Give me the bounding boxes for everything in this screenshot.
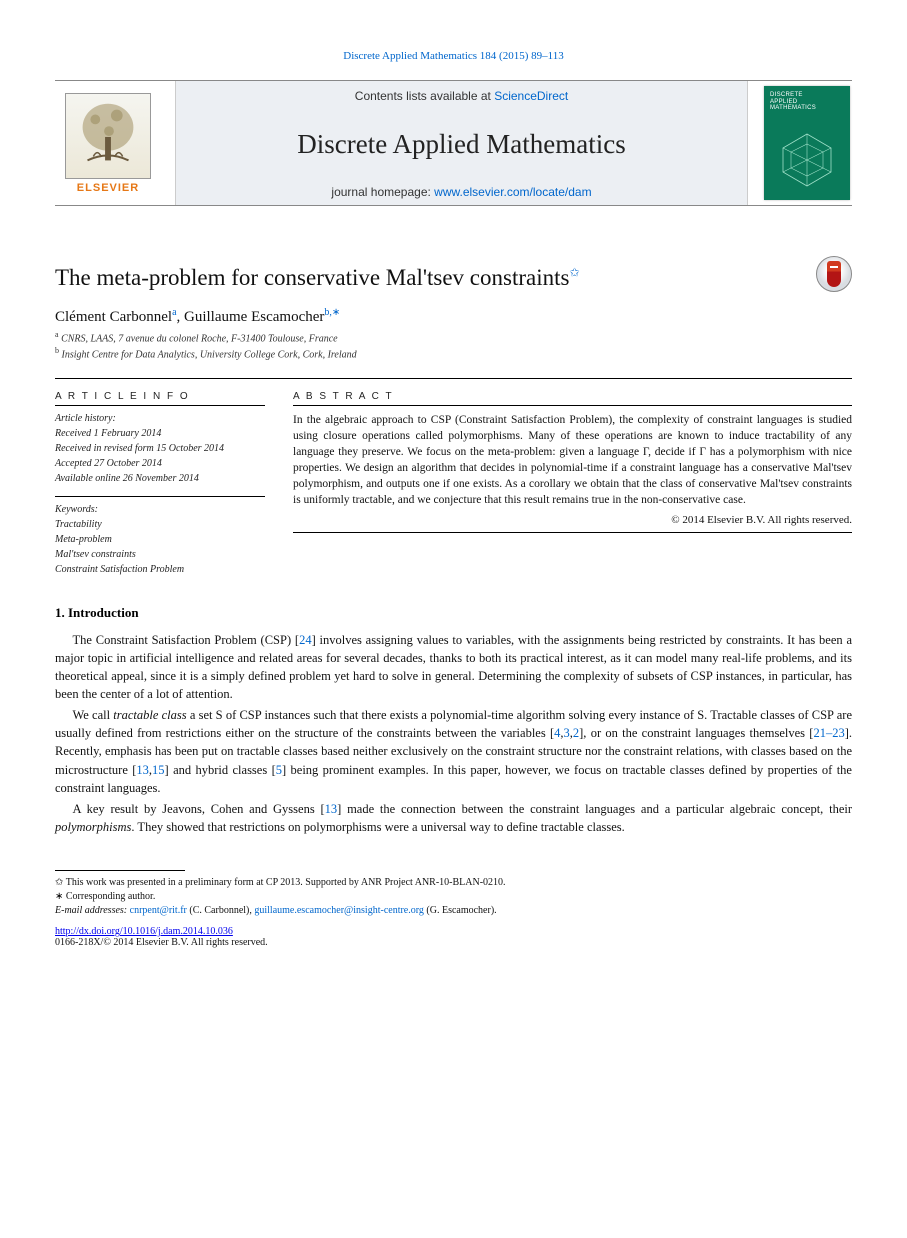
contents-prefix: Contents lists available at (355, 89, 494, 103)
keyword-4: Constraint Satisfaction Problem (55, 562, 265, 577)
keyword-2: Meta-problem (55, 532, 265, 547)
authors: Clément Carbonnela, Guillaume Escamocher… (55, 307, 852, 326)
footnote-emails: E-mail addresses: cnrpent@rit.fr (C. Car… (55, 904, 852, 918)
p2-e: ] and hybrid classes [ (165, 763, 276, 777)
keyword-1: Tractability (55, 517, 265, 532)
doi-link[interactable]: http://dx.doi.org/10.1016/j.dam.2014.10.… (55, 926, 233, 937)
affil-a-sup: a (55, 330, 59, 339)
rule-top (55, 378, 852, 379)
email-1[interactable]: cnrpent@rit.fr (130, 905, 187, 916)
elsevier-logo: ELSEVIER (55, 81, 161, 205)
affil-a: a CNRS, LAAS, 7 avenue du colonel Roche,… (55, 330, 852, 346)
affil-b-sup: b (55, 346, 59, 355)
keywords-head: Keywords: (55, 496, 265, 517)
cover-thumb: DISCRETE APPLIED MATHEMATICS (762, 81, 852, 205)
author-2-affil: b, (324, 307, 332, 318)
homepage-prefix: journal homepage: (331, 185, 434, 199)
cover-image: DISCRETE APPLIED MATHEMATICS (764, 86, 850, 200)
crossmark-badge[interactable] (816, 256, 852, 292)
section-1-body: The Constraint Satisfaction Problem (CSP… (55, 631, 852, 836)
footnote-funding: ✩ This work was presented in a prelimina… (55, 876, 852, 890)
affil-b: b Insight Centre for Data Analytics, Uni… (55, 346, 852, 362)
article-info-body: Article history: Received 1 February 201… (55, 411, 265, 577)
affiliations: a CNRS, LAAS, 7 avenue du colonel Roche,… (55, 330, 852, 362)
abstract-head: A B S T R A C T (293, 391, 852, 406)
homepage-link[interactable]: www.elsevier.com/locate/dam (434, 185, 591, 199)
cite-13a[interactable]: 13 (136, 763, 149, 777)
doi-line: http://dx.doi.org/10.1016/j.dam.2014.10.… (55, 926, 852, 937)
p3-i: polymorphisms (55, 820, 131, 834)
footnote-ast-body: Corresponding author. (63, 891, 155, 902)
contents-line: Contents lists available at ScienceDirec… (176, 89, 747, 103)
top-citation: Discrete Applied Mathematics 184 (2015) … (55, 50, 852, 62)
email-prefix: E-mail addresses: (55, 905, 130, 916)
footnote-star-body: This work was presented in a preliminary… (63, 877, 505, 888)
author-1-affil: a (172, 307, 176, 318)
author-2: Guillaume Escamocher (184, 309, 324, 325)
elsevier-wordmark: ELSEVIER (77, 182, 139, 194)
paper-title: The meta-problem for conservative Mal'ts… (55, 262, 800, 293)
affil-a-text: CNRS, LAAS, 7 avenue du colonel Roche, F… (61, 333, 338, 344)
para-2: We call tractable class a set S of CSP i… (55, 706, 852, 797)
footnote-corresponding: ∗ Corresponding author. (55, 890, 852, 904)
email-2[interactable]: guillaume.escamocher@insight-centre.org (254, 905, 424, 916)
footnotes: ✩ This work was presented in a prelimina… (55, 876, 852, 918)
history-revised: Received in revised form 15 October 2014 (55, 441, 265, 456)
affil-b-text: Insight Centre for Data Analytics, Unive… (62, 349, 357, 360)
para-3: A key result by Jeavons, Cohen and Gysse… (55, 800, 852, 836)
section-1-head: 1. Introduction (55, 605, 852, 621)
cite-24[interactable]: 24 (299, 633, 312, 647)
p2-a: We call (73, 708, 114, 722)
p1-a: The Constraint Satisfaction Problem (CSP… (73, 633, 300, 647)
author-1: Clément Carbonnel (55, 309, 172, 325)
p2-c: ], or on the constraint languages themse… (579, 726, 813, 740)
article-info: A R T I C L E I N F O Article history: R… (55, 391, 265, 577)
p3-c: . They showed that restrictions on polym… (131, 820, 624, 834)
para-1: The Constraint Satisfaction Problem (CSP… (55, 631, 852, 704)
author-2-corr: ∗ (332, 307, 340, 318)
title-footnote-sym: ✩ (569, 265, 579, 279)
crossmark-icon (827, 261, 841, 287)
article-info-head: A R T I C L E I N F O (55, 391, 265, 406)
title-row: The meta-problem for conservative Mal'ts… (55, 262, 852, 293)
elsevier-tree-icon (65, 93, 151, 179)
abstract: A B S T R A C T In the algebraic approac… (293, 391, 852, 577)
homepage-line: journal homepage: www.elsevier.com/locat… (176, 185, 747, 199)
history-head: Article history: (55, 411, 265, 426)
email-1-who: (C. Carbonnel), (187, 905, 255, 916)
cite-21-23[interactable]: 21–23 (813, 726, 844, 740)
sciencedirect-link[interactable]: ScienceDirect (494, 89, 568, 103)
rule-under-abstract (293, 532, 852, 533)
p3-a: A key result by Jeavons, Cohen and Gysse… (73, 802, 325, 816)
journal-banner: ELSEVIER Contents lists available at Sci… (55, 80, 852, 206)
cover-title-text: DISCRETE APPLIED MATHEMATICS (770, 92, 816, 112)
banner-center: Contents lists available at ScienceDirec… (175, 81, 748, 205)
history-received: Received 1 February 2014 (55, 426, 265, 441)
title-text: The meta-problem for conservative Mal'ts… (55, 265, 569, 290)
p2-i: tractable class (113, 708, 186, 722)
footnote-rule (55, 870, 185, 871)
cite-13b[interactable]: 13 (325, 802, 338, 816)
history-online: Available online 26 November 2014 (55, 471, 265, 486)
page: Discrete Applied Mathematics 184 (2015) … (0, 0, 907, 988)
p3-b: ] made the connection between the constr… (337, 802, 852, 816)
cite-15[interactable]: 15 (152, 763, 165, 777)
journal-name: Discrete Applied Mathematics (176, 129, 747, 160)
keyword-3: Mal'tsev constraints (55, 547, 265, 562)
history-accepted: Accepted 27 October 2014 (55, 456, 265, 471)
meta-abstract-row: A R T I C L E I N F O Article history: R… (55, 391, 852, 577)
abstract-copyright: © 2014 Elsevier B.V. All rights reserved… (293, 514, 852, 526)
email-2-who: (G. Escamocher). (424, 905, 497, 916)
abstract-body: In the algebraic approach to CSP (Constr… (293, 412, 852, 509)
doi-sub: 0166-218X/© 2014 Elsevier B.V. All right… (55, 937, 852, 948)
